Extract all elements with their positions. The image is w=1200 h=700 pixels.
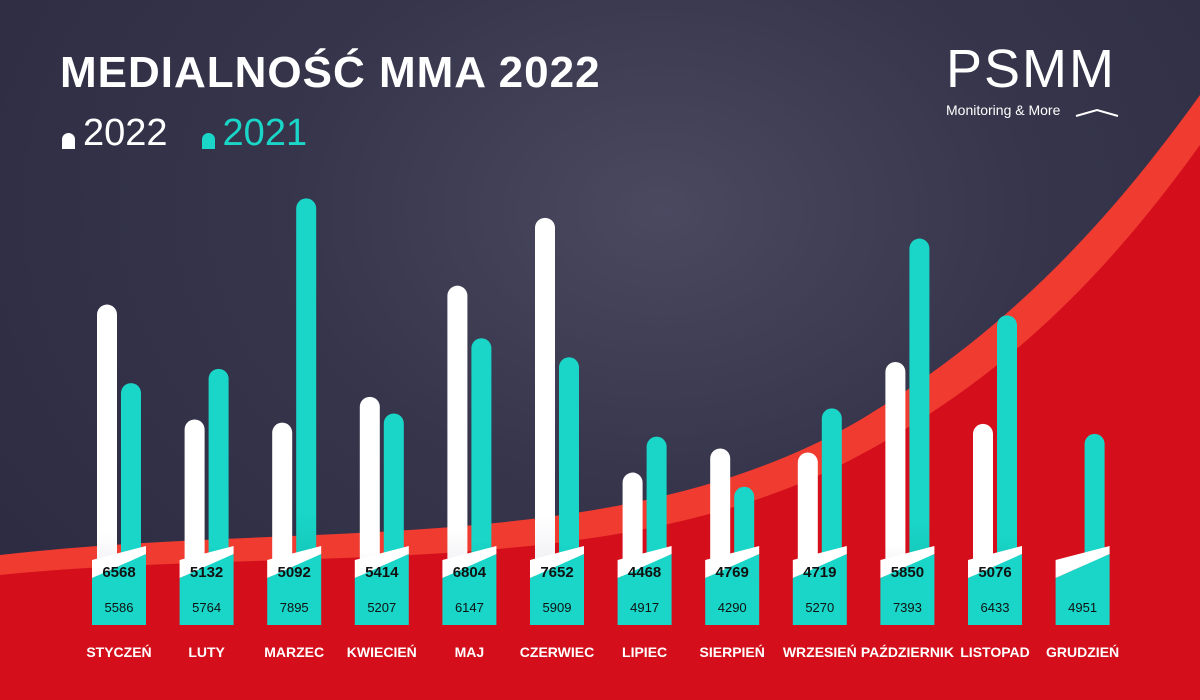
value-tag-2021-10 — [968, 554, 1022, 625]
bar-2021-4 — [471, 338, 492, 590]
legend-item-2021: 2021 — [201, 112, 308, 155]
value-label-2022-2: 5092 — [278, 564, 311, 581]
psmm-logo: PSMM Monitoring & More — [946, 42, 1122, 118]
month-label-7: SIERPIEŃ — [700, 644, 765, 660]
bar-2021-10 — [997, 315, 1017, 590]
chart-title: MEDIALNOŚĆ MMA 2022 — [60, 48, 601, 97]
value-label-2022-10: 5076 — [978, 564, 1011, 581]
bar-2022-2 — [272, 422, 293, 590]
bar-2022-1 — [184, 419, 205, 590]
logo-wordmark: PSMM — [946, 39, 1116, 99]
value-label-2021-10: 6433 — [981, 600, 1010, 615]
value-tag-2021-4 — [442, 554, 497, 625]
legend-label-2022: 2022 — [83, 112, 168, 154]
value-label-2022-0: 6568 — [102, 564, 135, 581]
value-label-2021-1: 5764 — [192, 600, 221, 615]
value-tag-2021-9 — [880, 554, 935, 625]
month-label-10: LISTOPAD — [960, 644, 1030, 660]
value-label-2021-3: 5207 — [367, 600, 396, 615]
value-tag-2022-4 — [442, 546, 497, 578]
bar-2021-1 — [208, 368, 229, 590]
legend-swatch-2022 — [62, 132, 75, 149]
value-label-2022-4: 6804 — [453, 564, 487, 581]
value-tag-2022-7 — [705, 546, 760, 578]
month-label-8: WRZESIEŃ — [783, 644, 857, 660]
legend-swatch-2021 — [201, 132, 215, 149]
value-tag-2021-0 — [92, 554, 146, 625]
month-label-1: LUTY — [188, 644, 225, 660]
bar-2022-4 — [447, 285, 468, 590]
value-tag-2021-5 — [530, 554, 584, 625]
logo-roof-icon — [1075, 108, 1119, 117]
value-tag-2021-11 — [1055, 554, 1110, 625]
bar-2022-10 — [973, 423, 993, 590]
value-tag-2022-0 — [92, 546, 146, 578]
bar-2022-7 — [710, 448, 731, 590]
value-label-2021-8: 5270 — [805, 600, 834, 615]
value-tag-2022-2 — [267, 546, 322, 578]
bar-2022-5 — [535, 217, 555, 590]
value-tag-2021-6 — [617, 554, 672, 625]
value-tag-2021-1 — [179, 554, 234, 625]
month-label-4: MAJ — [455, 644, 485, 660]
value-tag-2022-5 — [530, 546, 584, 578]
value-label-2022-1: 5132 — [190, 564, 223, 581]
bar-2021-8 — [821, 408, 842, 590]
month-label-3: KWIECIEŃ — [347, 644, 417, 660]
value-label-2022-6: 4468 — [628, 564, 661, 581]
month-label-6: LIPIEC — [622, 644, 667, 660]
bar-2021-3 — [383, 413, 404, 590]
legend-label-2021: 2021 — [222, 112, 308, 154]
value-tag-2022-8 — [792, 546, 847, 578]
value-tag-2022-11 — [1055, 546, 1110, 578]
value-label-2022-9: 5850 — [891, 564, 924, 581]
value-label-2022-5: 7652 — [540, 564, 573, 581]
month-label-2: MARZEC — [264, 644, 324, 660]
value-tag-2022-10 — [968, 546, 1022, 578]
bar-2021-0 — [121, 383, 141, 590]
bar-2022-0 — [97, 304, 117, 590]
value-label-2021-0: 5586 — [105, 600, 134, 615]
value-tag-2021-2 — [267, 554, 322, 625]
value-tag-2022-6 — [617, 546, 672, 578]
value-label-2021-2: 7895 — [280, 600, 309, 615]
value-label-2022-7: 4769 — [716, 564, 749, 581]
value-label-2022-3: 5414 — [365, 564, 399, 581]
bar-2021-2 — [296, 198, 317, 590]
legend: 2022 2021 — [62, 112, 307, 155]
bar-2022-3 — [359, 396, 380, 590]
month-label-11: GRUDZIEŃ — [1046, 644, 1119, 660]
value-tag-2021-7 — [705, 554, 760, 625]
month-label-9: PAŹDZIERNIK — [861, 644, 954, 660]
bar-2021-9 — [909, 238, 930, 591]
value-label-2021-5: 5909 — [543, 600, 572, 615]
logo-tagline: Monitoring & More — [946, 102, 1061, 118]
bar-2021-5 — [559, 357, 579, 590]
value-tag-2022-1 — [179, 546, 234, 578]
value-tag-2022-9 — [880, 546, 935, 578]
value-label-2021-4: 6147 — [455, 600, 484, 615]
month-label-5: CZERWIEC — [520, 644, 594, 660]
value-label-2022-8: 4719 — [803, 564, 836, 581]
bar-2022-9 — [885, 362, 906, 590]
value-label-2021-6: 4917 — [630, 600, 659, 615]
value-label-2021-11: 4951 — [1068, 600, 1097, 615]
value-label-2021-7: 4290 — [718, 600, 747, 615]
month-label-0: STYCZEŃ — [86, 644, 151, 660]
value-tag-2021-3 — [354, 554, 409, 625]
value-label-2021-9: 7393 — [893, 600, 922, 615]
value-tag-2022-3 — [354, 546, 409, 578]
legend-item-2022: 2022 — [62, 112, 168, 155]
value-tag-2021-8 — [792, 554, 847, 625]
